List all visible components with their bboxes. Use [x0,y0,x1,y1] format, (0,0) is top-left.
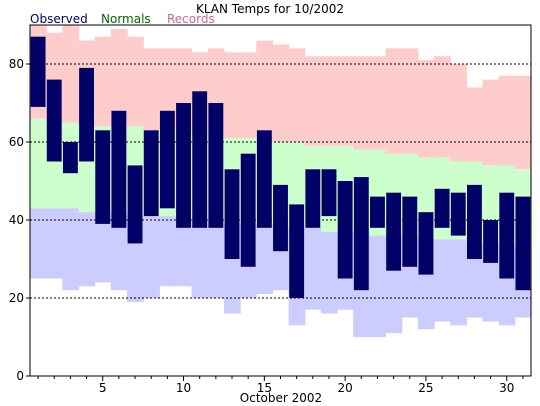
record-high-band [450,64,467,162]
y-tick-label: 20 [9,291,24,305]
observed-bar [256,130,272,228]
observed-bar [30,36,46,107]
record-low-band [94,212,112,283]
legend-observed: Observed [30,12,88,26]
observed-bar [434,188,450,228]
record-high-band [62,25,80,123]
record-low-band [175,220,193,287]
record-high-band [110,28,128,127]
record-low-band [78,212,96,287]
observed-bar [143,130,159,217]
observed-bar [176,103,191,228]
x-tick-label: 20 [338,381,353,395]
observed-bar [386,192,402,271]
y-tick-label: 40 [9,213,24,227]
record-high-band [320,56,338,146]
legend-normals: Normals [101,12,151,26]
record-high-band [482,79,500,166]
observed-bar [402,196,418,267]
record-low-band [46,208,63,279]
observed-bar [353,177,369,291]
record-high-band [159,48,177,131]
observed-bar [418,212,434,275]
record-low-band [450,239,467,326]
record-high-band [240,52,257,139]
x-tick-label: 15 [257,381,272,395]
y-tick-label: 0 [16,369,24,383]
record-high-band [337,56,354,146]
observed-bar [192,91,208,228]
record-high-band [94,36,112,127]
observed-bar [321,169,337,217]
record-high-band [353,56,370,150]
record-high-band [304,56,322,146]
record-low-band [110,212,128,291]
record-high-band [272,44,290,142]
record-low-band [466,243,484,318]
observed-bar [289,204,305,298]
record-high-band [434,56,451,158]
record-high-band [401,48,419,154]
record-high-band [369,56,387,150]
x-tick-label: 25 [418,381,433,395]
observed-bar [111,110,127,228]
x-tick-label: 5 [99,381,107,395]
record-high-band [126,36,144,127]
observed-bar [515,196,531,291]
observed-bar [337,181,353,279]
normals-band [30,118,47,209]
record-low-band [304,227,322,310]
record-high-band [466,87,484,162]
record-high-band [498,75,516,166]
x-tick-label: 10 [176,381,191,395]
observed-bar [273,184,288,252]
record-high-band [417,60,435,158]
record-low-band [62,208,80,291]
observed-bar [62,142,78,174]
observed-bar [79,67,94,162]
observed-bar [95,130,111,224]
record-low-band [143,216,160,298]
observed-bar [46,79,62,162]
record-low-band [434,239,451,322]
record-high-band [256,40,274,139]
y-tick-label: 80 [9,57,24,71]
chart-title: KLAN Temps for 10/2002 [196,2,344,16]
record-low-band [159,216,177,287]
record-high-band [385,48,403,154]
record-low-band [191,220,209,298]
observed-bar [224,169,240,259]
record-low-band [320,231,338,314]
observed-bar [370,196,385,228]
record-high-band [223,52,241,139]
plot-area: 0 20 40 60 80 5 10 15 20 25 30 [9,24,532,395]
x-tick-label: 30 [499,381,514,395]
record-high-band [288,48,306,142]
observed-bar [305,169,321,228]
observed-bar [467,184,482,259]
record-low-band [30,208,47,279]
observed-bar [499,192,515,279]
record-low-band [207,220,225,298]
observed-bar [240,153,256,267]
y-tick-label: 60 [9,135,24,149]
observed-bar [483,220,499,263]
observed-bar [159,110,175,209]
observed-bar [208,103,224,228]
record-high-band [514,75,532,170]
legend-records: Records [167,12,215,26]
x-axis-label: October 2002 [240,391,322,405]
record-high-band [143,48,160,131]
observed-bar [127,165,143,244]
record-low-band [256,223,274,295]
observed-bar [450,192,466,236]
record-low-band [369,235,387,337]
